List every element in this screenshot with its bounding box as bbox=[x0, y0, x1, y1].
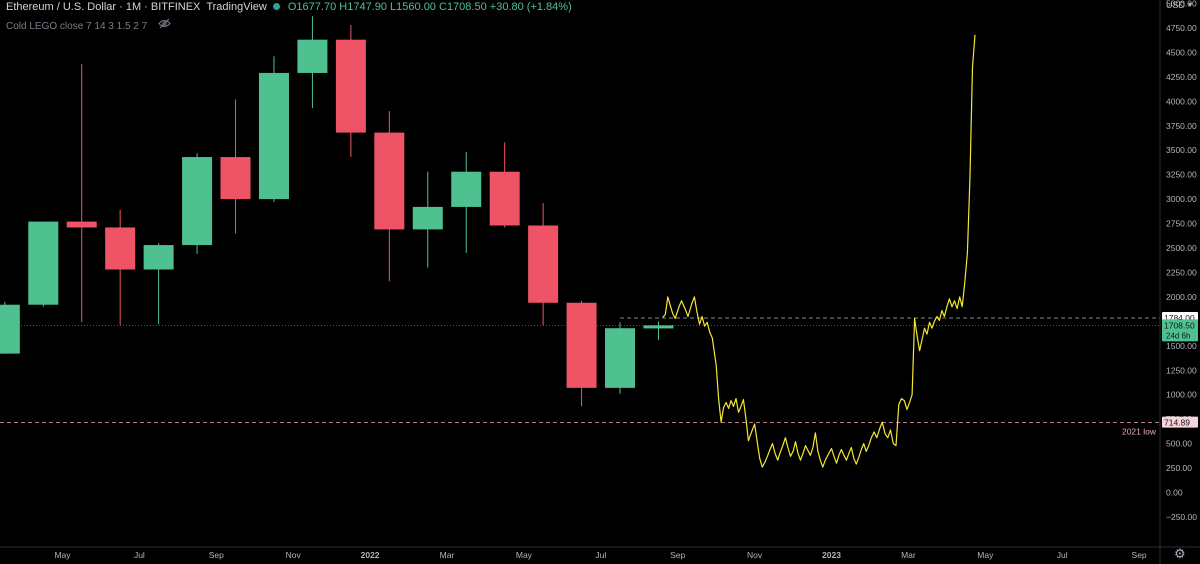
candle-body bbox=[220, 157, 251, 200]
indicator-params: close 7 14 3 1.5 2 7 bbox=[59, 21, 148, 32]
symbol-header[interactable]: Ethereum / U.S. Dollar · 1M · BITFINEX T… bbox=[6, 1, 572, 13]
header-sep-2: · bbox=[141, 1, 151, 13]
candles bbox=[0, 16, 674, 407]
ohlc-open: O1677.70 bbox=[287, 1, 337, 13]
symbol-name: Ethereum / U.S. Dollar bbox=[6, 1, 117, 13]
countdown-label: 24d 6h bbox=[1166, 331, 1190, 340]
x-tick-label: May bbox=[977, 550, 994, 560]
chevron-down-icon[interactable]: ▾ bbox=[1188, 0, 1193, 9]
candle-body bbox=[182, 157, 213, 246]
x-tick-label: May bbox=[54, 550, 71, 560]
currency-label: USD bbox=[1166, 0, 1186, 10]
y-tick-label: 2000.00 bbox=[1166, 292, 1197, 302]
y-tick-label: 2500.00 bbox=[1166, 243, 1197, 253]
candle-body bbox=[105, 227, 136, 270]
candle-body bbox=[28, 221, 59, 305]
x-tick-label: 2022 bbox=[361, 550, 380, 560]
x-tick-label: Jul bbox=[134, 550, 145, 560]
candle-body bbox=[66, 221, 97, 228]
eye-crossed-icon[interactable] bbox=[158, 18, 171, 32]
candle-body bbox=[374, 132, 405, 230]
exchange-label: BITFINEX bbox=[150, 1, 201, 13]
price-label: 1784.00 bbox=[1164, 313, 1195, 323]
projection-path bbox=[662, 34, 976, 468]
y-tick-label: 3250.00 bbox=[1166, 170, 1197, 180]
y-tick-label: 500.00 bbox=[1166, 439, 1192, 449]
price-label: 1708.50 bbox=[1164, 320, 1195, 330]
candle-body bbox=[489, 171, 520, 226]
y-tick-label: 0.00 bbox=[1166, 488, 1183, 498]
price-label-box bbox=[1162, 416, 1198, 428]
x-tick-label: Nov bbox=[286, 550, 302, 560]
y-tick-label: 1000.00 bbox=[1166, 390, 1197, 400]
y-tick-label: 4250.00 bbox=[1166, 72, 1197, 82]
x-tick-label: Sep bbox=[1132, 550, 1147, 560]
candle-body bbox=[297, 39, 328, 73]
gear-icon[interactable]: ⚙ bbox=[1174, 546, 1186, 561]
x-tick-label: 2023 bbox=[822, 550, 841, 560]
price-label: 714.89 bbox=[1164, 418, 1190, 428]
indicator-name: Cold LEGO bbox=[6, 21, 58, 32]
y-tick-label: 4500.00 bbox=[1166, 47, 1197, 57]
x-tick-label: Mar bbox=[440, 550, 455, 560]
candle-body bbox=[451, 171, 482, 207]
ohlc-change: +30.80 (+1.84%) bbox=[489, 1, 572, 13]
y-tick-label: 5000.00 bbox=[1166, 0, 1197, 9]
y-tick-label: −250.00 bbox=[1166, 512, 1197, 522]
price-label-box bbox=[1162, 319, 1198, 342]
line-annotation: 2021 low bbox=[1122, 427, 1157, 437]
candle-body bbox=[528, 225, 559, 303]
projection-line bbox=[662, 34, 976, 468]
header-sep-1: · bbox=[116, 1, 126, 13]
x-tick-label: Nov bbox=[747, 550, 763, 560]
candle-body bbox=[258, 72, 289, 200]
y-tick-label: 250.00 bbox=[1166, 463, 1192, 473]
y-tick-label: 1250.00 bbox=[1166, 365, 1197, 375]
ohlc-close: C1708.50 bbox=[439, 1, 487, 13]
candle-body bbox=[335, 39, 366, 133]
platform-label: TradingView bbox=[206, 1, 267, 13]
eye-crossed-icon-glyph bbox=[158, 18, 171, 29]
y-tick-label: 3000.00 bbox=[1166, 194, 1197, 204]
x-tick-label: Mar bbox=[901, 550, 916, 560]
candle-body bbox=[0, 304, 20, 354]
ohlc-low: L1560.00 bbox=[390, 1, 436, 13]
x-tick-label: Sep bbox=[670, 550, 685, 560]
price-axis[interactable]: −250.000.00250.00500.00750.001000.001250… bbox=[1159, 0, 1198, 564]
candle-body bbox=[143, 245, 174, 270]
market-status-icon bbox=[272, 3, 280, 10]
y-tick-label: 2250.00 bbox=[1166, 267, 1197, 277]
x-tick-label: Jul bbox=[1057, 550, 1068, 560]
y-tick-label: 3750.00 bbox=[1166, 121, 1197, 131]
ohlc-high: H1747.90 bbox=[339, 1, 387, 13]
y-tick-label: 2750.00 bbox=[1166, 219, 1197, 229]
x-tick-label: Jul bbox=[595, 550, 606, 560]
candle-body bbox=[643, 325, 674, 329]
currency-selector[interactable]: USD bbox=[1166, 0, 1185, 10]
indicator-legend[interactable]: Cold LEGO close 7 14 3 1.5 2 7 bbox=[6, 18, 171, 32]
y-tick-label: 3500.00 bbox=[1166, 145, 1197, 155]
candle-body bbox=[605, 328, 636, 388]
x-tick-label: May bbox=[516, 550, 533, 560]
y-tick-label: 4000.00 bbox=[1166, 96, 1197, 106]
time-axis[interactable]: May Jul Sep Nov 2022 Mar May Jul Sep Nov 2023 Mar Ma… bbox=[0, 546, 1200, 560]
interval-label: 1M bbox=[125, 1, 142, 13]
y-tick-label: 4750.00 bbox=[1166, 23, 1197, 33]
candle-body bbox=[566, 302, 597, 388]
candle-body bbox=[412, 206, 443, 230]
y-tick-label: 1500.00 bbox=[1166, 341, 1197, 351]
x-tick-label: Sep bbox=[209, 550, 224, 560]
